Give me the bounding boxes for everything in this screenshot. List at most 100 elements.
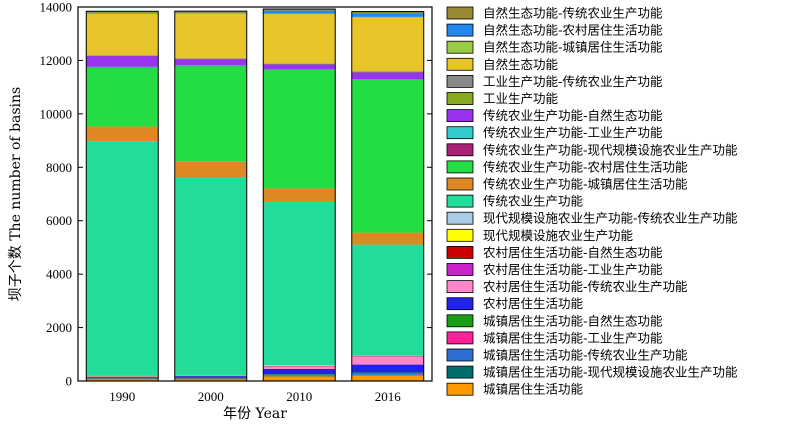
legend-item: 农村居住生活功能-自然生态功能 — [446, 245, 663, 260]
legend-label: 城镇居住生活功能-现代规模设施农业生产功能 — [483, 365, 738, 380]
legend-label: 城镇居住生活功能-工业生产功能 — [483, 330, 663, 345]
bar-segment — [351, 357, 424, 365]
legend-item: 农村居住生活功能 — [446, 296, 584, 311]
bar-segment — [263, 69, 336, 189]
axes — [77, 6, 433, 382]
legend-swatch — [446, 211, 474, 225]
legend-item: 自然生态功能-城镇居住生活功能 — [446, 40, 663, 55]
bar-segment — [263, 188, 336, 203]
legend-label: 现代规模设施农业生产功能 — [483, 228, 634, 243]
bar-segment — [263, 365, 336, 366]
bar-segment — [174, 12, 247, 14]
legend-swatch — [446, 245, 474, 259]
legend-swatch — [446, 297, 474, 311]
legend-item: 农村居住生活功能-工业生产功能 — [446, 262, 663, 277]
bar-segment — [351, 244, 424, 356]
bar-segment — [86, 55, 159, 67]
plot-frame — [77, 6, 433, 382]
bar-segment — [351, 13, 424, 17]
legend-label: 农村居住生活功能-传统农业生产功能 — [483, 279, 688, 294]
y-tick-label: 8000 — [46, 160, 72, 175]
legend-label: 工业生产功能-传统农业生产功能 — [483, 74, 663, 89]
legend-label: 自然生态功能-传统农业生产功能 — [483, 6, 663, 21]
bar-segment — [351, 375, 424, 381]
legend-swatch — [446, 348, 474, 362]
bar-segment — [174, 65, 247, 66]
bar-segment — [263, 69, 336, 70]
bar-segment — [174, 376, 247, 378]
bar-segment — [263, 13, 336, 64]
bar-segment — [263, 376, 336, 381]
bar-segment — [351, 78, 424, 80]
legend-label: 传统农业生产功能 — [483, 194, 584, 209]
bar-segment — [174, 177, 247, 375]
bar-segment — [174, 378, 247, 381]
ticks: 0 2000 4000 6000 8000 10000 12000 14000 1990 2000… — [40, 0, 432, 404]
bar-segment — [86, 12, 159, 14]
legend-item: 传统农业生产功能-工业生产功能 — [446, 125, 663, 140]
y-tick-label: 6000 — [46, 213, 72, 228]
bar-segment — [86, 377, 159, 379]
bar-segment — [351, 373, 424, 375]
bar-segment — [86, 376, 159, 378]
y-tick-label: 10000 — [40, 106, 73, 121]
legend-item: 城镇居住生活功能-现代规模设施农业生产功能 — [446, 365, 738, 380]
bar-segment — [86, 378, 159, 381]
bar-segment — [263, 63, 336, 65]
x-tick-label: 1990 — [109, 389, 135, 404]
y-tick-label: 2000 — [46, 320, 72, 335]
legend-label: 农村居住生活功能 — [483, 296, 584, 311]
bar-segment — [351, 71, 424, 79]
bar-segment — [263, 368, 336, 375]
bar-segment — [174, 11, 247, 13]
bar-segment — [263, 63, 336, 70]
y-tick-label: 4000 — [46, 267, 72, 282]
bar-segment — [351, 79, 424, 233]
bar-segment — [263, 366, 336, 369]
bar-segment — [263, 13, 336, 15]
bar-segment — [351, 356, 424, 358]
legend-swatch — [446, 331, 474, 345]
legend-label: 传统农业生产功能-现代规模设施农业生产功能 — [483, 142, 738, 157]
bar-stack-2016 — [351, 11, 425, 382]
legend-label: 自然生态功能-城镇居住生活功能 — [483, 40, 663, 55]
legend-swatch — [446, 314, 474, 328]
bar-segment — [86, 66, 159, 68]
bar-segment — [174, 65, 247, 162]
bar-segment — [351, 16, 424, 18]
bar-segment — [86, 378, 159, 380]
legend-item: 现代规模设施农业生产功能 — [446, 228, 634, 243]
y-tick-label: 0 — [66, 374, 73, 389]
legend-swatch — [446, 40, 474, 54]
bar-segment — [263, 10, 336, 14]
legend-swatch — [446, 75, 474, 88]
bar-segment — [86, 11, 159, 13]
legend-item: 农村居住生活功能-传统农业生产功能 — [446, 279, 688, 294]
legend-swatch — [446, 126, 474, 140]
bar-segment — [174, 13, 247, 59]
bar-segment — [174, 161, 247, 178]
legend-item: 自然生态功能 — [446, 57, 559, 72]
bar-segment — [174, 377, 247, 379]
legend-label: 传统农业生产功能-城镇居住生活功能 — [483, 177, 688, 192]
legend-label: 现代规模设施农业生产功能-传统农业生产功能 — [483, 211, 738, 226]
bar-segment — [351, 11, 424, 14]
legend-label: 农村居住生活功能-自然生态功能 — [483, 245, 663, 260]
legend-swatch — [446, 6, 474, 20]
bar-segment — [86, 126, 159, 142]
legend-swatch — [446, 109, 474, 122]
bar-segment — [86, 67, 159, 127]
bar-segment — [86, 13, 159, 56]
bar-segment — [263, 374, 336, 375]
legend-swatch — [446, 228, 474, 242]
bar-segment — [351, 232, 424, 245]
legend-item: 自然生态功能-传统农业生产功能 — [446, 6, 663, 21]
legend-item: 城镇居住生活功能 — [446, 382, 584, 397]
legend-item: 传统农业生产功能-自然生态功能 — [446, 108, 663, 123]
y-tick-label: 12000 — [40, 53, 73, 68]
x-tick-label: 2010 — [286, 389, 312, 404]
legend-label: 传统农业生产功能-工业生产功能 — [483, 125, 663, 140]
legend-label: 传统农业生产功能-农村居住生活功能 — [483, 159, 688, 174]
bar-segment — [174, 58, 247, 60]
